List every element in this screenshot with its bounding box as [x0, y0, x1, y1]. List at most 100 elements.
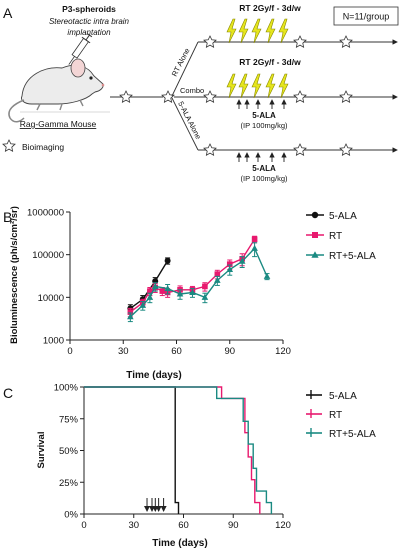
x-tick-label: 0: [67, 346, 72, 357]
panel-b: B Bioluminescence (ph/s/cm²/sr) Time (da…: [3, 206, 376, 381]
y-tick-label: 1000000: [27, 208, 64, 219]
series-line-RT+5-ALA: [129, 247, 268, 318]
lightning-bolt-icon: [265, 73, 276, 99]
ala-dose-alone: (IP 100mg/kg): [241, 174, 288, 183]
legend-label: RT+5-ALA: [329, 429, 376, 440]
panel-letter-b: B: [3, 209, 12, 225]
spheroid-title: P3-spheroids: [62, 4, 116, 14]
branch-rt: [171, 41, 199, 97]
data-point: [238, 257, 246, 264]
lightning-bolt-icon: [226, 18, 237, 44]
data-point: [127, 309, 134, 315]
legend-label: 5-ALA: [329, 211, 357, 222]
x-tick-label: 30: [128, 520, 139, 531]
timeline-star-icon: [119, 90, 133, 103]
panel-c: C Survival Time (days) 0% 25% 50% 75% 100% 0 3…: [3, 383, 376, 550]
survival-curve-5-ALA: [84, 386, 180, 514]
chart-c-xlabel: Time (days): [152, 538, 207, 549]
data-point: [164, 285, 171, 292]
timeline-star-icon: [339, 143, 353, 156]
data-point: [202, 283, 208, 290]
survival-curve-RT: [84, 386, 261, 514]
rt-schedule-label-combo: RT 2Gy/f - 3d/w: [239, 57, 301, 67]
x-tick-label: 60: [171, 346, 182, 357]
data-point: [164, 257, 171, 264]
data-point: [251, 236, 258, 243]
lightning-bolt-icon: [238, 73, 249, 99]
x-tick-label: 0: [81, 520, 86, 531]
legend-marker: [311, 251, 319, 258]
series-line-5-ALA: [129, 260, 169, 309]
y-tick-label: 25%: [59, 478, 79, 489]
timeline-star-icon: [339, 35, 353, 48]
y-tick-label: 100000: [32, 250, 64, 261]
data-point: [263, 272, 271, 279]
panel-letter-a: A: [3, 5, 13, 21]
legend-label: RT+5-ALA: [329, 251, 376, 262]
x-tick-label: 120: [275, 346, 291, 357]
mouse-label: Rag-Gamma Mouse: [20, 119, 97, 129]
data-point: [214, 276, 221, 283]
chart-c-ylabel: Survival: [36, 432, 47, 469]
injection-arrows: [236, 99, 287, 162]
x-tick-label: 60: [178, 520, 189, 531]
y-tick-label: 100%: [54, 383, 79, 394]
data-point: [226, 265, 234, 272]
ala-label-alone: 5-ALA: [252, 164, 276, 173]
arm-label-combo: Combo: [180, 86, 204, 95]
group-size-box: [333, 6, 399, 26]
timeline-stars: [203, 35, 353, 156]
syringe-icon: [68, 32, 93, 65]
group-size-label: N=11/group: [343, 12, 390, 22]
x-tick-label: 90: [224, 346, 235, 357]
y-tick-label: 0%: [64, 510, 78, 521]
data-point: [146, 293, 154, 300]
legend-label: 5-ALA: [329, 391, 357, 402]
legend-label: RT: [329, 410, 342, 421]
spheroid-subtitle-2: implantation: [67, 28, 111, 37]
rt-schedule-label: RT 2Gy/f - 3d/w: [239, 3, 301, 13]
x-tick-label: 30: [118, 346, 129, 357]
lightning-bolt-icon: [251, 18, 262, 44]
lightning-bolt-icon: [226, 73, 237, 99]
mouse-illustration: [8, 58, 110, 123]
lightning-bolt-icon: [238, 18, 249, 44]
y-tick-label: 75%: [59, 414, 79, 425]
spheroid-subtitle-1: Stereotactic intra brain: [49, 17, 130, 26]
timeline-star-icon: [203, 90, 217, 103]
y-tick-label: 50%: [59, 446, 79, 457]
lightning-bolt-icon: [278, 73, 289, 99]
data-point: [139, 301, 147, 308]
radiation-bolts: [226, 18, 289, 99]
lightning-bolt-icon: [278, 18, 289, 44]
survival-chart: 0% 25% 50% 75% 100% 0 30 60 90 120: [54, 383, 291, 532]
timeline-star-icon: [203, 35, 217, 48]
data-point: [226, 261, 233, 267]
data-point: [151, 282, 159, 289]
lightning-bolt-icon: [265, 18, 276, 44]
ala-dose-combo: (IP 100mg/kg): [241, 121, 288, 130]
timeline-star-icon: [293, 143, 307, 156]
lightning-bolt-icon: [251, 73, 262, 99]
data-point: [159, 288, 166, 294]
timeline-star-icon: [339, 90, 353, 103]
legend-label: RT: [329, 231, 342, 242]
data-point: [176, 290, 184, 297]
data-point: [251, 244, 258, 251]
x-tick-label: 90: [228, 520, 239, 531]
branch-ala: [171, 97, 199, 151]
arm-label-ala: 5-ALA Alone: [176, 100, 203, 141]
data-point: [214, 271, 221, 277]
panel-letter-c: C: [3, 385, 13, 401]
chart-c-legend: 5-ALA RT RT+5-ALA: [306, 390, 376, 440]
timeline-star-icon: [203, 143, 217, 156]
panel-a: A N=11/group P3-spheroids Stereotactic i…: [2, 3, 399, 183]
timeline-star-icon: [293, 35, 307, 48]
series-line-RT: [129, 238, 256, 313]
data-point: [189, 288, 196, 295]
legend-marker: [312, 232, 318, 238]
ala-label-combo: 5-ALA: [252, 111, 276, 120]
timeline-star-icon: [293, 90, 307, 103]
timeline-star-icon: [161, 90, 175, 103]
